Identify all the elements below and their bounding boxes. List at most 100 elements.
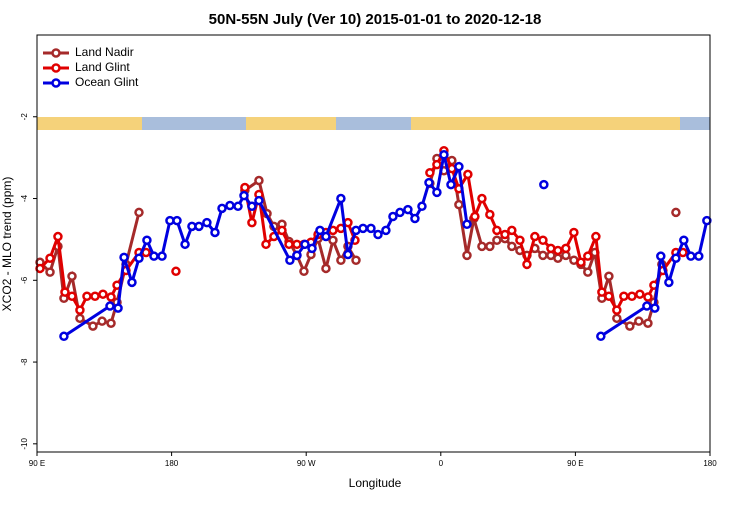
- chart-title: 50N-55N July (Ver 10) 2015-01-01 to 2020…: [209, 11, 542, 28]
- data-point: [106, 292, 116, 302]
- data-point: [358, 223, 368, 234]
- data-point: [686, 251, 696, 261]
- data-point: [500, 229, 510, 240]
- data-point: [515, 235, 525, 245]
- data-point: [60, 287, 70, 297]
- data-point: [671, 253, 681, 263]
- data-point: [417, 201, 427, 212]
- data-point: [328, 235, 338, 245]
- data-point: [553, 245, 563, 256]
- data-point: [336, 255, 346, 266]
- data-point: [561, 243, 571, 254]
- ocean-strip: [336, 117, 411, 130]
- data-point: [351, 255, 361, 266]
- data-point: [285, 255, 295, 266]
- data-point: [373, 229, 383, 240]
- data-point: [90, 291, 100, 301]
- data-point: [239, 190, 249, 201]
- data-point: [454, 161, 464, 172]
- data-point: [597, 287, 607, 297]
- data-point: [643, 292, 653, 302]
- data-point: [604, 291, 614, 301]
- data-point: [225, 200, 235, 211]
- data-point: [650, 303, 660, 313]
- data-point: [381, 225, 391, 236]
- data-point: [284, 239, 294, 250]
- data-point: [627, 291, 637, 301]
- data-point: [67, 291, 77, 301]
- legend-label: Land Glint: [75, 60, 130, 74]
- data-point: [410, 213, 420, 224]
- legend-label: Land Nadir: [75, 45, 134, 59]
- data-point: [247, 217, 257, 228]
- data-point: [656, 251, 666, 261]
- data-point: [569, 227, 579, 238]
- data-point: [254, 195, 264, 206]
- data-point: [240, 182, 250, 193]
- data-point: [604, 271, 614, 281]
- data-point: [307, 243, 317, 254]
- data-point: [75, 305, 85, 315]
- data-point: [492, 235, 502, 245]
- ocean-strip: [142, 117, 246, 130]
- plot-border: [36, 34, 711, 453]
- data-point: [321, 263, 331, 274]
- data-point: [217, 203, 227, 214]
- x-tick-label: 180: [703, 459, 717, 468]
- data-point: [432, 159, 442, 170]
- land-ocean-strip: [37, 117, 710, 130]
- data-point: [643, 318, 653, 328]
- data-point: [254, 175, 264, 186]
- data-point: [553, 253, 563, 263]
- data-point: [539, 179, 549, 190]
- data-point: [477, 241, 487, 252]
- data-point: [424, 177, 434, 188]
- data-point: [432, 187, 442, 198]
- data-point: [507, 241, 517, 252]
- data-point: [664, 277, 674, 288]
- x-axis-label: Longitude: [349, 476, 402, 490]
- x-tick-label: 180: [165, 459, 179, 468]
- data-point: [98, 289, 108, 299]
- data-point: [247, 201, 257, 212]
- data-point: [45, 253, 55, 263]
- data-point: [671, 207, 681, 218]
- data-point: [321, 231, 331, 242]
- data-point: [172, 215, 182, 226]
- data-point: [583, 267, 593, 277]
- data-point: [576, 257, 586, 268]
- data-point: [694, 251, 704, 261]
- data-point: [612, 305, 622, 315]
- data-point: [88, 321, 98, 331]
- data-point: [127, 277, 137, 288]
- data-point: [634, 316, 644, 326]
- data-point: [439, 150, 449, 160]
- data-point: [180, 239, 190, 250]
- data-point: [67, 271, 77, 281]
- data-point: [35, 263, 45, 274]
- data-point: [530, 231, 540, 242]
- data-point: [134, 253, 144, 263]
- data-point: [492, 225, 502, 236]
- data-point: [446, 179, 456, 190]
- y-tick-label: -8: [20, 358, 29, 366]
- data-point: [485, 241, 495, 252]
- data-point: [596, 331, 606, 342]
- data-point: [97, 316, 107, 326]
- legend-label: Ocean Glint: [75, 75, 139, 89]
- data-point: [395, 207, 405, 218]
- data-point: [388, 211, 398, 222]
- data-point: [142, 235, 152, 245]
- data-point: [82, 291, 92, 301]
- data-point: [522, 259, 532, 270]
- data-point: [106, 318, 116, 328]
- data-point: [642, 301, 652, 311]
- y-tick-label: -4: [20, 194, 29, 202]
- data-point: [538, 235, 548, 245]
- data-point: [210, 227, 220, 238]
- data-point: [113, 303, 123, 313]
- data-point: [702, 215, 712, 226]
- x-tick-label: 0: [439, 459, 444, 468]
